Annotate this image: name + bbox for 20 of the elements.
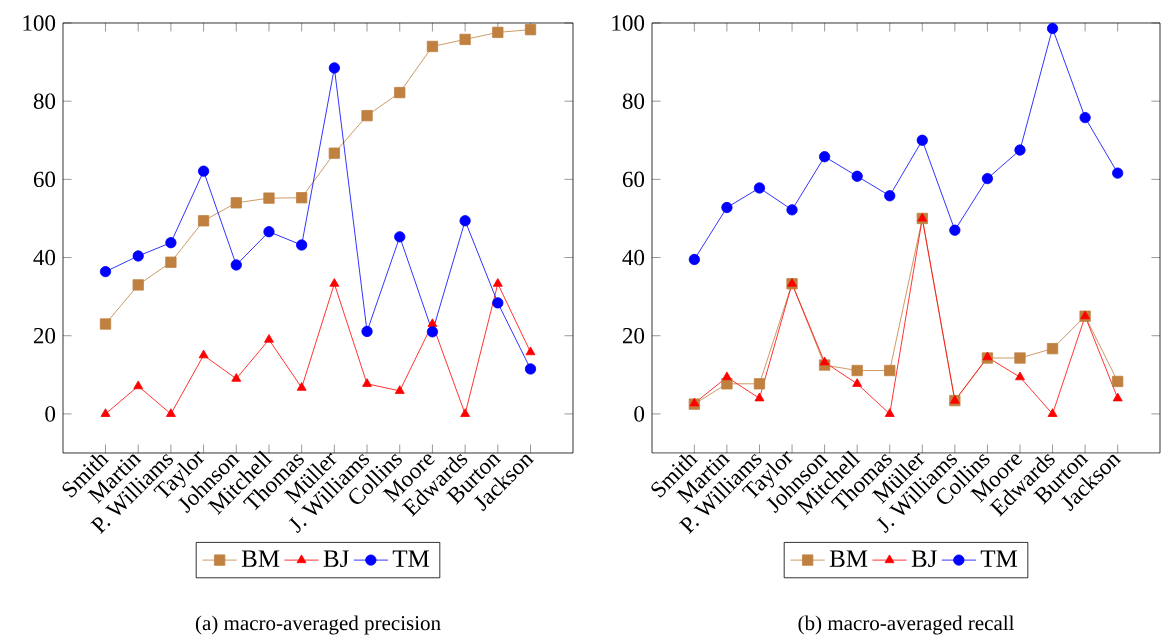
y-tick-label: 100	[612, 15, 645, 31]
legend-label: BJ	[911, 550, 937, 568]
y-tick-label: 20	[33, 327, 56, 344]
y-tick-label: 20	[622, 327, 645, 344]
y-tick-label: 100	[23, 15, 56, 31]
y-tick-label: 40	[622, 249, 645, 266]
y-tick-label: 60	[622, 171, 645, 188]
y-tick-label: 0	[45, 406, 56, 422]
y-tick-label: 40	[33, 249, 56, 266]
legend-label: BM	[241, 550, 280, 567]
y-tick-label: 60	[33, 171, 56, 188]
legend-label: TM	[980, 550, 1018, 567]
text: (b) macro-averaged recall	[798, 615, 1015, 635]
text: (a) macro-averaged precision	[195, 615, 441, 635]
y-tick-label: 80	[33, 93, 56, 109]
y-tick-label: 0	[634, 406, 645, 422]
legend-label: BJ	[323, 550, 349, 568]
legend-label: BM	[829, 550, 868, 567]
legend-label: TM	[392, 550, 430, 567]
y-tick-label: 80	[622, 93, 645, 109]
